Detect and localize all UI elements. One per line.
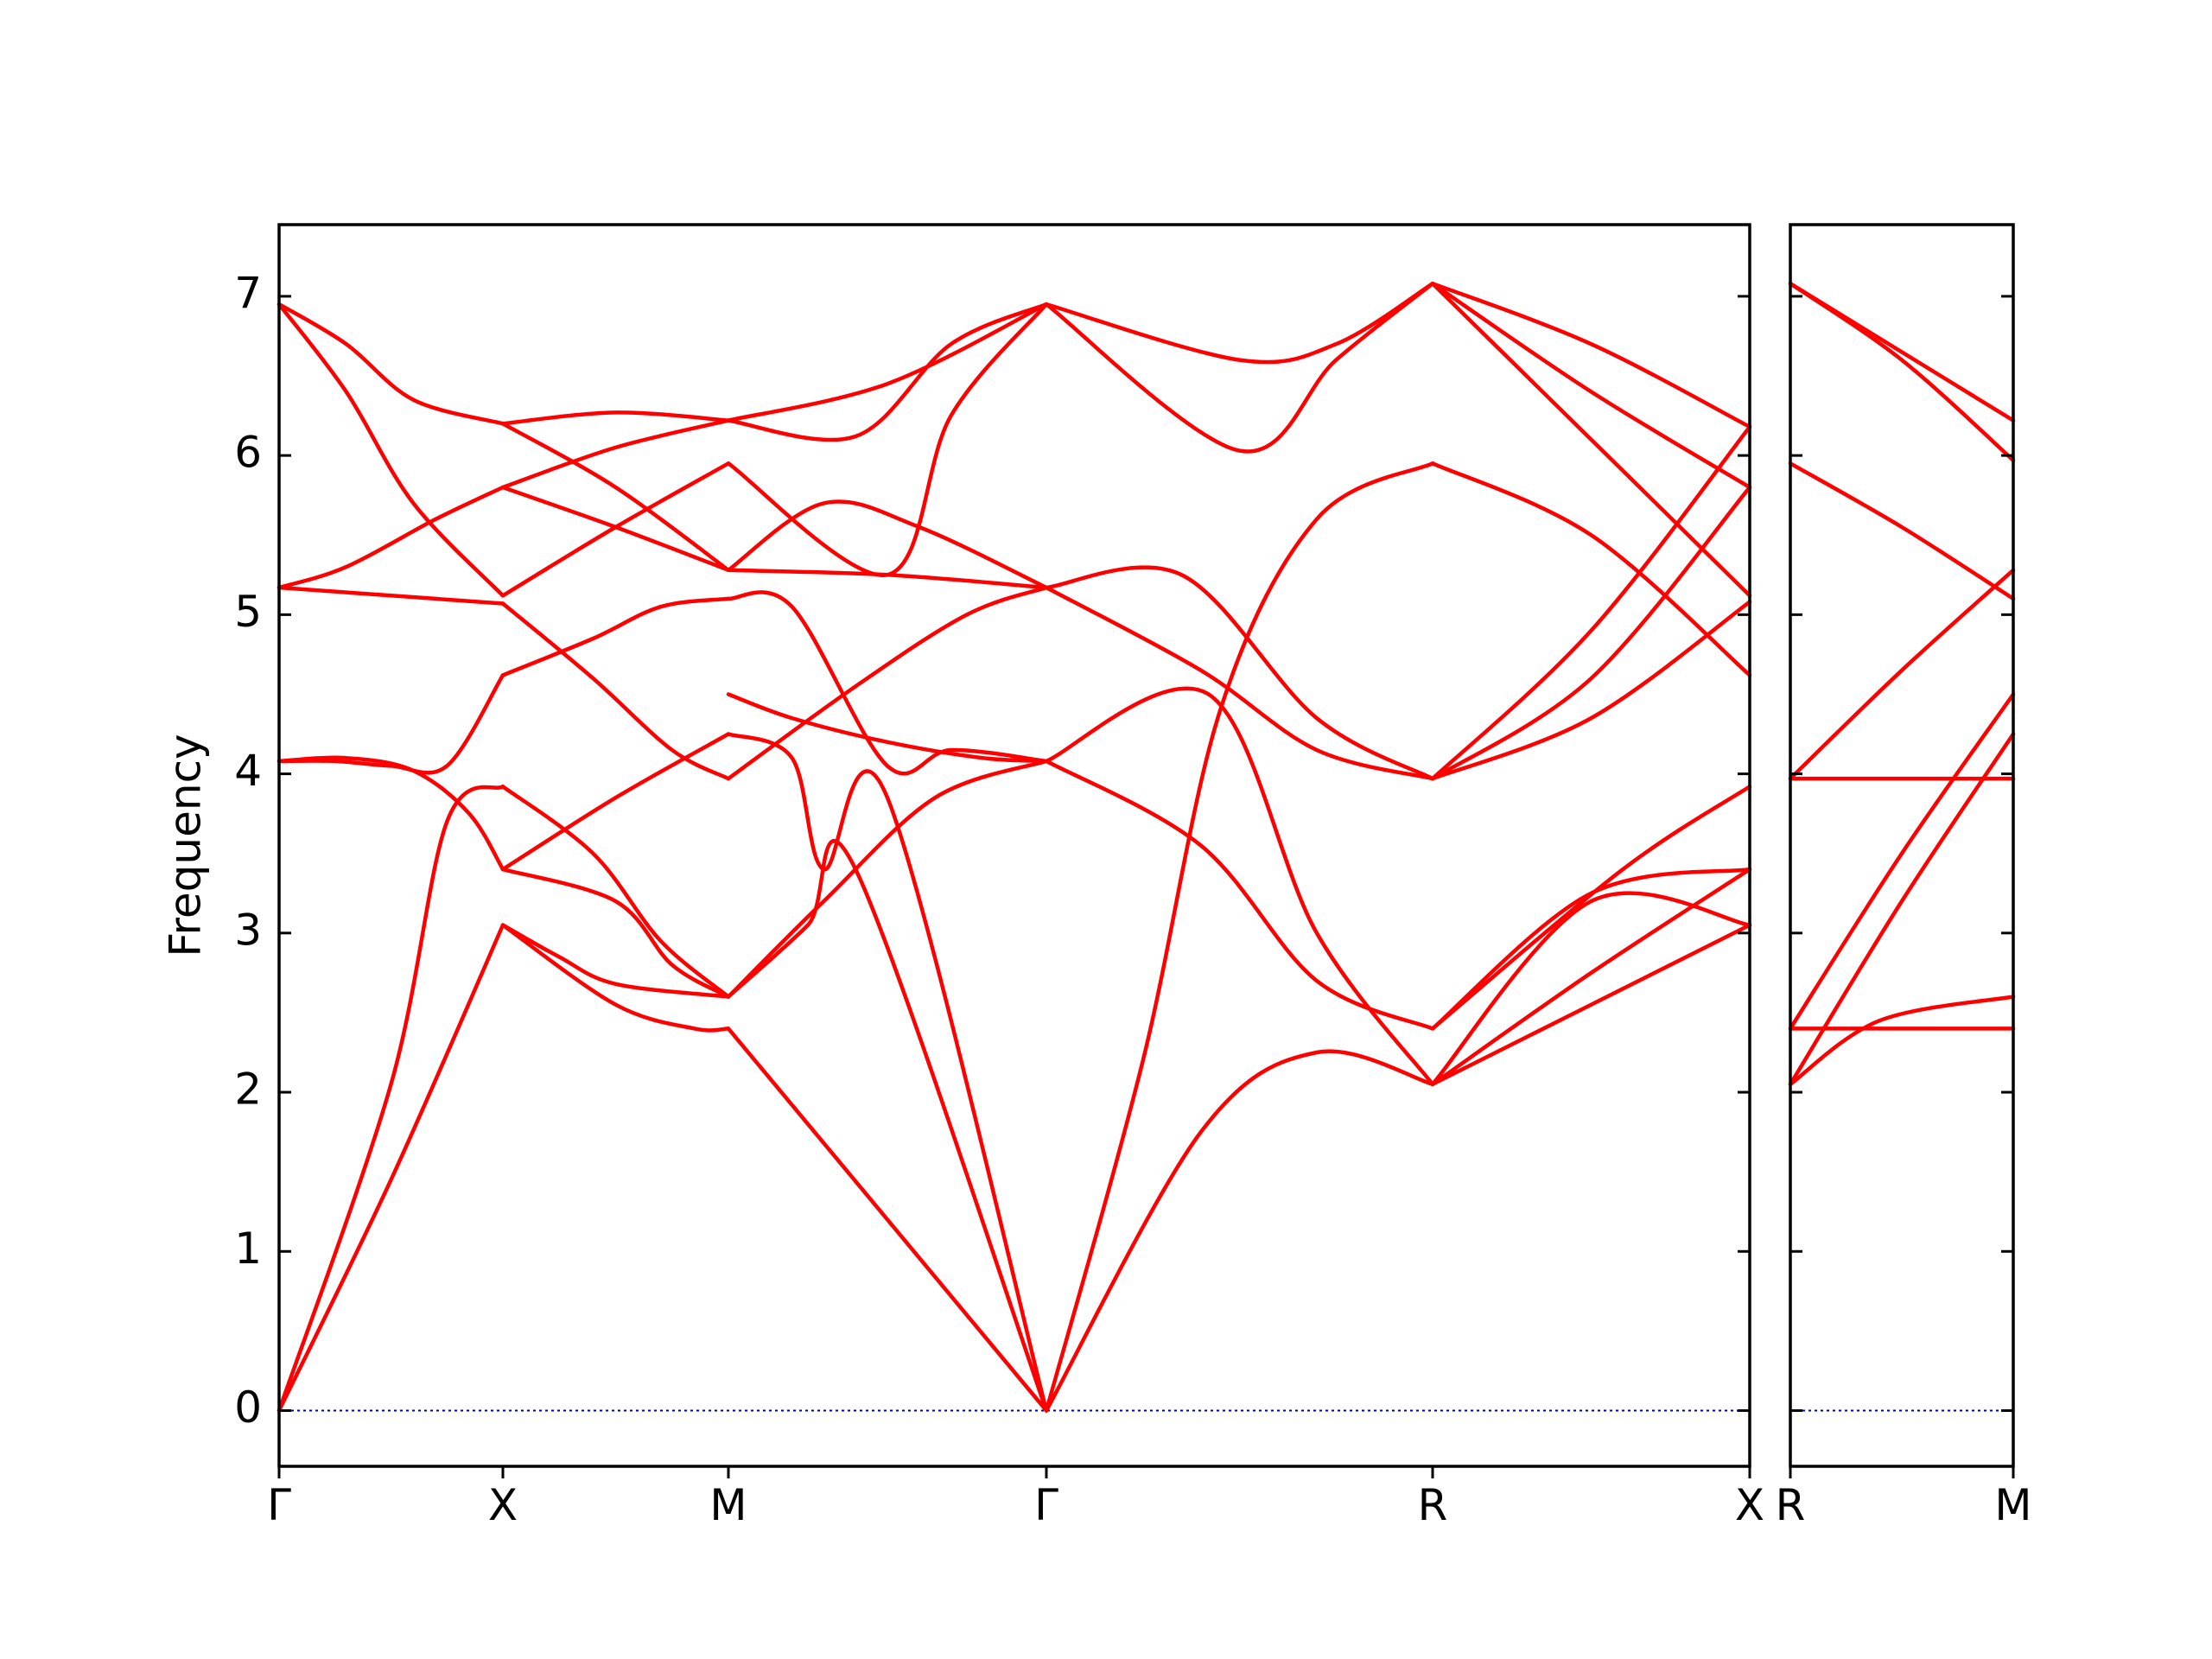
panel-frame xyxy=(277,223,1751,1468)
x-tick-label: Γ xyxy=(267,1480,291,1530)
band-p1-s2-b1 xyxy=(500,923,731,1033)
band-p1-s1-b6 xyxy=(276,485,505,590)
band-p1-s2-b10 xyxy=(500,418,731,490)
band-p1-s4-b4 xyxy=(1044,686,1435,1087)
panel-1: 0 1 2 3 4 5 6 7 Γ X M Γ R X xyxy=(234,223,1764,1530)
band-p1-s5-b12 xyxy=(1430,281,1752,429)
y-tick-label: 6 xyxy=(234,428,262,478)
band-p1-s2-b6 xyxy=(500,596,731,677)
y-tick-label: 0 xyxy=(234,1382,262,1433)
band-p1-s5-b9 xyxy=(1430,461,1752,677)
band-p2-s1-b1 xyxy=(1788,732,2016,1087)
band-p1-s4-b8 xyxy=(1044,281,1435,454)
band-p1-s3-b6 xyxy=(726,692,1049,764)
band-p1-s5-b8 xyxy=(1430,424,1752,781)
band-p1-s4-b2 xyxy=(1044,461,1435,1413)
x-tick-label: M xyxy=(1994,1480,2031,1530)
band-p1-s2-b5 xyxy=(500,785,731,999)
band-p1-s1-b1 xyxy=(276,923,505,1413)
band-p2-s1-b6 xyxy=(1788,568,2016,781)
x-tick-label: Γ xyxy=(1034,1480,1058,1530)
band-p2-s1-b4 xyxy=(1788,692,2016,1031)
band-p1-s1-b4 xyxy=(276,755,505,872)
band-p1-s1-b5 xyxy=(276,585,505,606)
band-p1-s5-b11 xyxy=(1430,281,1752,490)
band-p1-s1-b2 xyxy=(276,785,505,1413)
band-p1-s2-b2 xyxy=(500,923,731,999)
band-p1-s3-b2 xyxy=(726,839,1049,1413)
x-tick-label: R xyxy=(1418,1480,1448,1530)
band-p1-s5-b10 xyxy=(1430,281,1752,598)
x-tick-label: R xyxy=(1776,1480,1806,1530)
band-p1-s3-b3 xyxy=(726,759,1049,999)
band-p1-s5-b1 xyxy=(1430,923,1752,1087)
band-p1-s5-b5 xyxy=(1430,785,1752,1031)
band-p1-s3-b4 xyxy=(726,732,1049,1413)
band-p1-s2-b12 xyxy=(500,422,731,573)
band-p1-s3-b1 xyxy=(726,1027,1049,1413)
band-p1-s3-b8 xyxy=(726,568,1049,590)
band-p1-s2-b3 xyxy=(500,867,731,999)
band-p1-s2-b4 xyxy=(500,732,731,872)
x-tick-label: X xyxy=(1735,1480,1764,1530)
band-p1-s5-b6 xyxy=(1430,600,1752,781)
x-tick-label: X xyxy=(488,1480,518,1530)
y-axis-label: Frequency xyxy=(161,734,211,957)
band-p2-s1-b2 xyxy=(1788,995,2016,1087)
band-p1-s5-b2 xyxy=(1430,867,1752,1087)
band-p1-s3-b12 xyxy=(726,302,1049,423)
panel-frame xyxy=(1789,223,2015,1468)
band-p1-s3-b9 xyxy=(726,499,1049,590)
band-p1-s1-b7 xyxy=(276,302,505,426)
band-p1-s4-b5 xyxy=(1044,565,1435,781)
y-tick-label: 4 xyxy=(234,746,262,796)
band-p2-s1-b8 xyxy=(1788,281,2016,462)
band-p2-s1-b7 xyxy=(1788,461,2016,601)
band-p1-s1-b8 xyxy=(276,302,505,598)
band-p1-s2-b9 xyxy=(500,485,731,573)
y-tick-label: 5 xyxy=(234,587,262,637)
band-p1-s5-b3 xyxy=(1430,891,1752,1087)
band-p1-s2-b8 xyxy=(500,461,731,598)
band-p1-s4-b6 xyxy=(1044,585,1435,781)
band-p1-s2-b11 xyxy=(500,410,731,426)
band-p1-s5-b7 xyxy=(1430,485,1752,781)
band-p1-s3-b11 xyxy=(726,302,1049,442)
band-p1-s3-b10 xyxy=(726,302,1049,577)
y-tick-label: 3 xyxy=(234,905,262,955)
y-tick-label: 7 xyxy=(234,268,262,318)
x-tick-label: M xyxy=(709,1480,747,1530)
y-tick-label: 2 xyxy=(234,1065,262,1115)
band-p1-s4-b1 xyxy=(1044,1049,1435,1413)
band-p1-s3-b5 xyxy=(726,585,1049,781)
band-p1-s4-b3 xyxy=(1044,759,1435,1031)
band-p1-s1-b3 xyxy=(276,673,505,775)
band-p1-s2-b7 xyxy=(500,601,731,781)
band-p2-s1-b9 xyxy=(1788,281,2016,423)
band-p1-s4-b7 xyxy=(1044,281,1435,365)
band-p1-s3-b7 xyxy=(726,590,1049,776)
y-tick-label: 1 xyxy=(234,1224,262,1274)
